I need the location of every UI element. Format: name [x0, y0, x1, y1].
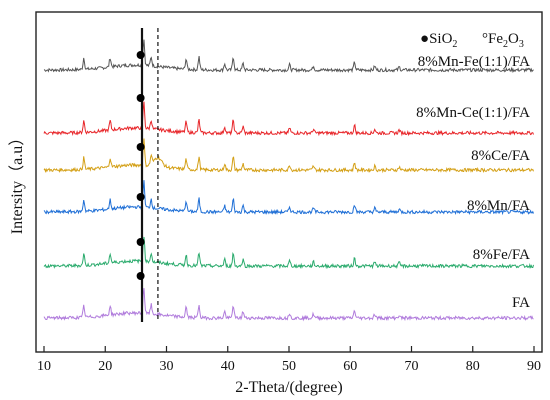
x-tick-label-40: 40	[221, 359, 235, 374]
legend-fe2o3-marker: °	[482, 31, 488, 47]
series-label-group: 8%Mn-Fe(1:1)/FA 8%Mn-Ce(1:1)/FA 8%Ce/FA 8%M…	[416, 54, 530, 311]
legend-fe2o3-text2: O	[508, 31, 519, 47]
x-tick-label-60: 60	[343, 359, 357, 374]
sio2-marker-2	[136, 143, 145, 151]
legend: ●SiO2 °Fe2O3	[420, 31, 524, 50]
x-axis-ticks: 10 20 30 40 50 60 70 80 90	[37, 346, 541, 374]
series-label-5: FA	[512, 295, 530, 311]
legend-sio2-text: SiO	[429, 31, 453, 47]
x-tick-label-50: 50	[282, 359, 296, 374]
x-tick-label-30: 30	[160, 359, 174, 374]
series-line-0	[43, 39, 534, 74]
sio2-marker-1	[136, 94, 145, 102]
reference-lines	[140, 28, 159, 322]
legend-fe2o3-sub: 2	[503, 39, 508, 50]
sio2-marker-3	[136, 193, 145, 201]
legend-fe2o3-sub2: 3	[519, 39, 524, 50]
x-tick-label-20: 20	[98, 359, 112, 374]
sio2-marker-5	[136, 272, 145, 280]
series-label-3: 8%Mn/FA	[467, 198, 530, 214]
series-group	[43, 39, 534, 322]
x-tick-label-70: 70	[405, 359, 419, 374]
sio2-marker-4	[136, 238, 145, 246]
series-line-3	[43, 180, 534, 216]
x-tick-label-80: 80	[466, 359, 480, 374]
legend-fe2o3-text: Fe	[488, 31, 503, 47]
series-label-1: 8%Mn-Ce(1:1)/FA	[416, 105, 530, 121]
legend-sio2-sub: 2	[452, 39, 457, 50]
series-line-5	[43, 288, 534, 322]
legend-sio2: ●SiO2	[420, 31, 457, 50]
y-axis-title: Intersity（a.u）	[8, 130, 26, 234]
x-tick-label-10: 10	[37, 359, 51, 374]
series-line-2	[43, 138, 534, 174]
series-label-0: 8%Mn-Fe(1:1)/FA	[418, 54, 530, 70]
series-line-4	[43, 236, 534, 270]
sio2-marker-0	[136, 51, 145, 59]
x-axis-title: 2-Theta/(degree)	[235, 379, 342, 396]
series-line-1	[43, 101, 534, 137]
series-label-4: 8%Fe/FA	[473, 247, 530, 263]
legend-fe2o3: °Fe2O3	[482, 31, 524, 50]
x-tick-label-90: 90	[527, 359, 541, 374]
series-label-2: 8%Ce/FA	[471, 148, 530, 164]
marker-group	[136, 51, 145, 280]
legend-sio2-marker: ●	[420, 31, 429, 47]
